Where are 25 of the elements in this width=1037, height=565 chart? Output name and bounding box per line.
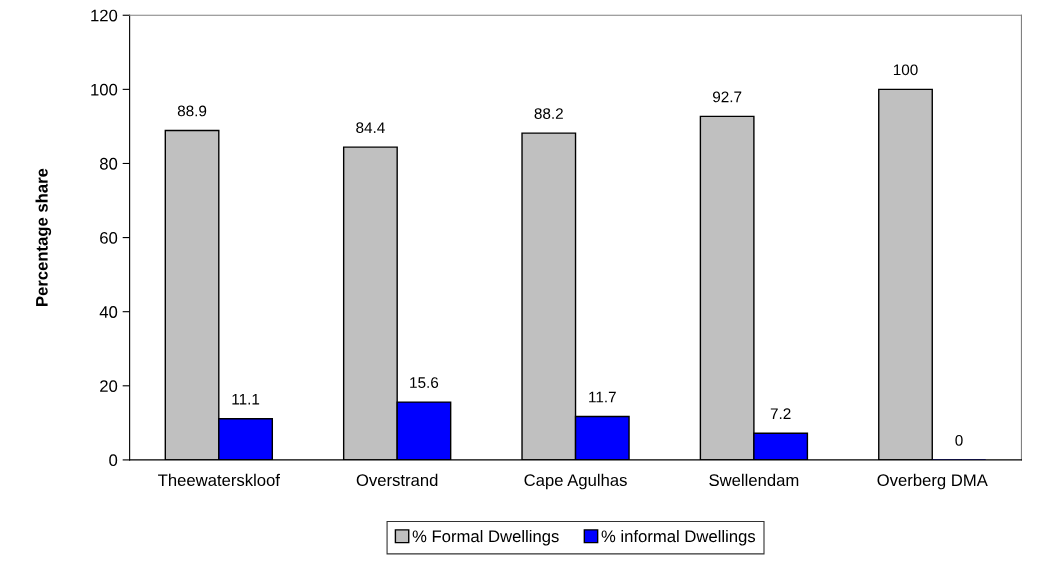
x-tick-label: Overstrand xyxy=(356,473,438,487)
data-label: 15.6 xyxy=(410,377,439,388)
y-axis-title: Percentage share xyxy=(35,168,52,306)
y-tick-label: 100 xyxy=(91,83,118,96)
x-tick-label: Cape Agulhas xyxy=(524,473,627,490)
data-label: 0 xyxy=(955,434,963,446)
x-tick-label: Theewaterskloof xyxy=(158,473,280,487)
data-label: 100 xyxy=(893,64,918,76)
data-label: 84.4 xyxy=(356,122,385,134)
y-tick-label: 0 xyxy=(109,454,118,467)
y-tick-label: 60 xyxy=(100,231,118,244)
y-tick-label: 20 xyxy=(100,380,118,392)
data-label: 7.2 xyxy=(770,408,791,419)
y-tick-label: 40 xyxy=(99,306,118,318)
data-label: 11.1 xyxy=(232,393,260,405)
legend-label: % Formal Dwellings xyxy=(412,529,559,546)
y-tick-label: 80 xyxy=(100,157,118,170)
data-label: 88.2 xyxy=(534,108,563,119)
legend-label: % informal Dwellings xyxy=(601,529,756,546)
data-label: 92.7 xyxy=(712,91,742,103)
x-tick-label: Swellendam xyxy=(709,473,799,487)
data-label: 11.7 xyxy=(589,391,616,403)
x-tick-label: Overberg DMA xyxy=(877,473,988,490)
data-label: 88.9 xyxy=(177,105,207,117)
y-tick-label: 120 xyxy=(91,9,118,22)
